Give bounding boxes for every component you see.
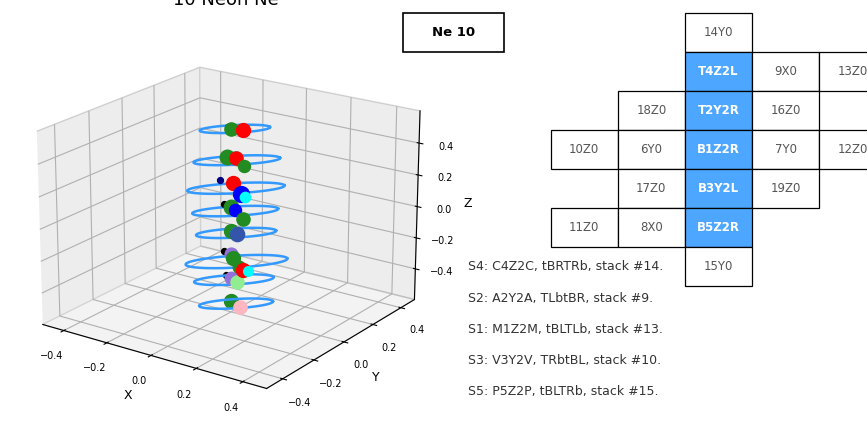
Text: 6Y0: 6Y0 — [641, 143, 662, 156]
X-axis label: X: X — [123, 389, 132, 402]
Text: 16Z0: 16Z0 — [771, 104, 801, 117]
Bar — [617, 208, 685, 247]
Text: 17Z0: 17Z0 — [636, 182, 667, 195]
Text: S3: V3Y2V, TRbtBL, stack #10.: S3: V3Y2V, TRbtBL, stack #10. — [468, 354, 662, 367]
Bar — [685, 130, 753, 169]
Text: S2: A2Y2A, TLbtBR, stack #9.: S2: A2Y2A, TLbtBR, stack #9. — [468, 292, 654, 305]
Text: 11Z0: 11Z0 — [569, 221, 599, 234]
Text: 10Z0: 10Z0 — [569, 143, 599, 156]
Text: S1: M1Z2M, tBLTLb, stack #13.: S1: M1Z2M, tBLTLb, stack #13. — [468, 323, 663, 336]
Text: 12Z0: 12Z0 — [838, 143, 867, 156]
Text: 9X0: 9X0 — [774, 65, 797, 78]
Bar — [685, 169, 753, 208]
Title: 10 Neon Ne: 10 Neon Ne — [173, 0, 278, 9]
Bar — [551, 208, 617, 247]
Bar — [752, 169, 819, 208]
Text: 18Z0: 18Z0 — [636, 104, 667, 117]
Text: 13Z0: 13Z0 — [838, 65, 867, 78]
Bar — [685, 91, 753, 130]
Bar — [752, 91, 819, 130]
Bar — [685, 208, 753, 247]
Bar — [403, 13, 504, 52]
Bar — [617, 130, 685, 169]
Bar — [685, 52, 753, 91]
Bar — [617, 91, 685, 130]
Text: Ne 10: Ne 10 — [432, 26, 475, 39]
Text: 15Y0: 15Y0 — [704, 260, 733, 273]
Text: 19Z0: 19Z0 — [771, 182, 801, 195]
Bar — [685, 247, 753, 286]
Text: B1Z2R: B1Z2R — [697, 143, 740, 156]
Bar — [551, 130, 617, 169]
Text: 7Y0: 7Y0 — [775, 143, 797, 156]
Text: T2Y2R: T2Y2R — [698, 104, 740, 117]
Text: 8X0: 8X0 — [640, 221, 662, 234]
Bar — [819, 52, 867, 91]
Text: S4: C4Z2C, tBRTRb, stack #14.: S4: C4Z2C, tBRTRb, stack #14. — [468, 260, 663, 273]
Text: T4Z2L: T4Z2L — [698, 65, 739, 78]
Bar — [617, 169, 685, 208]
Bar — [752, 130, 819, 169]
Bar — [819, 130, 867, 169]
Bar — [752, 52, 819, 91]
Text: B3Y2L: B3Y2L — [698, 182, 739, 195]
Text: 14Y0: 14Y0 — [704, 26, 733, 39]
Y-axis label: Y: Y — [372, 371, 380, 384]
Text: S5: P5Z2P, tBLTRb, stack #15.: S5: P5Z2P, tBLTRb, stack #15. — [468, 385, 659, 398]
Bar — [685, 13, 753, 52]
Text: B5Z2R: B5Z2R — [697, 221, 740, 234]
